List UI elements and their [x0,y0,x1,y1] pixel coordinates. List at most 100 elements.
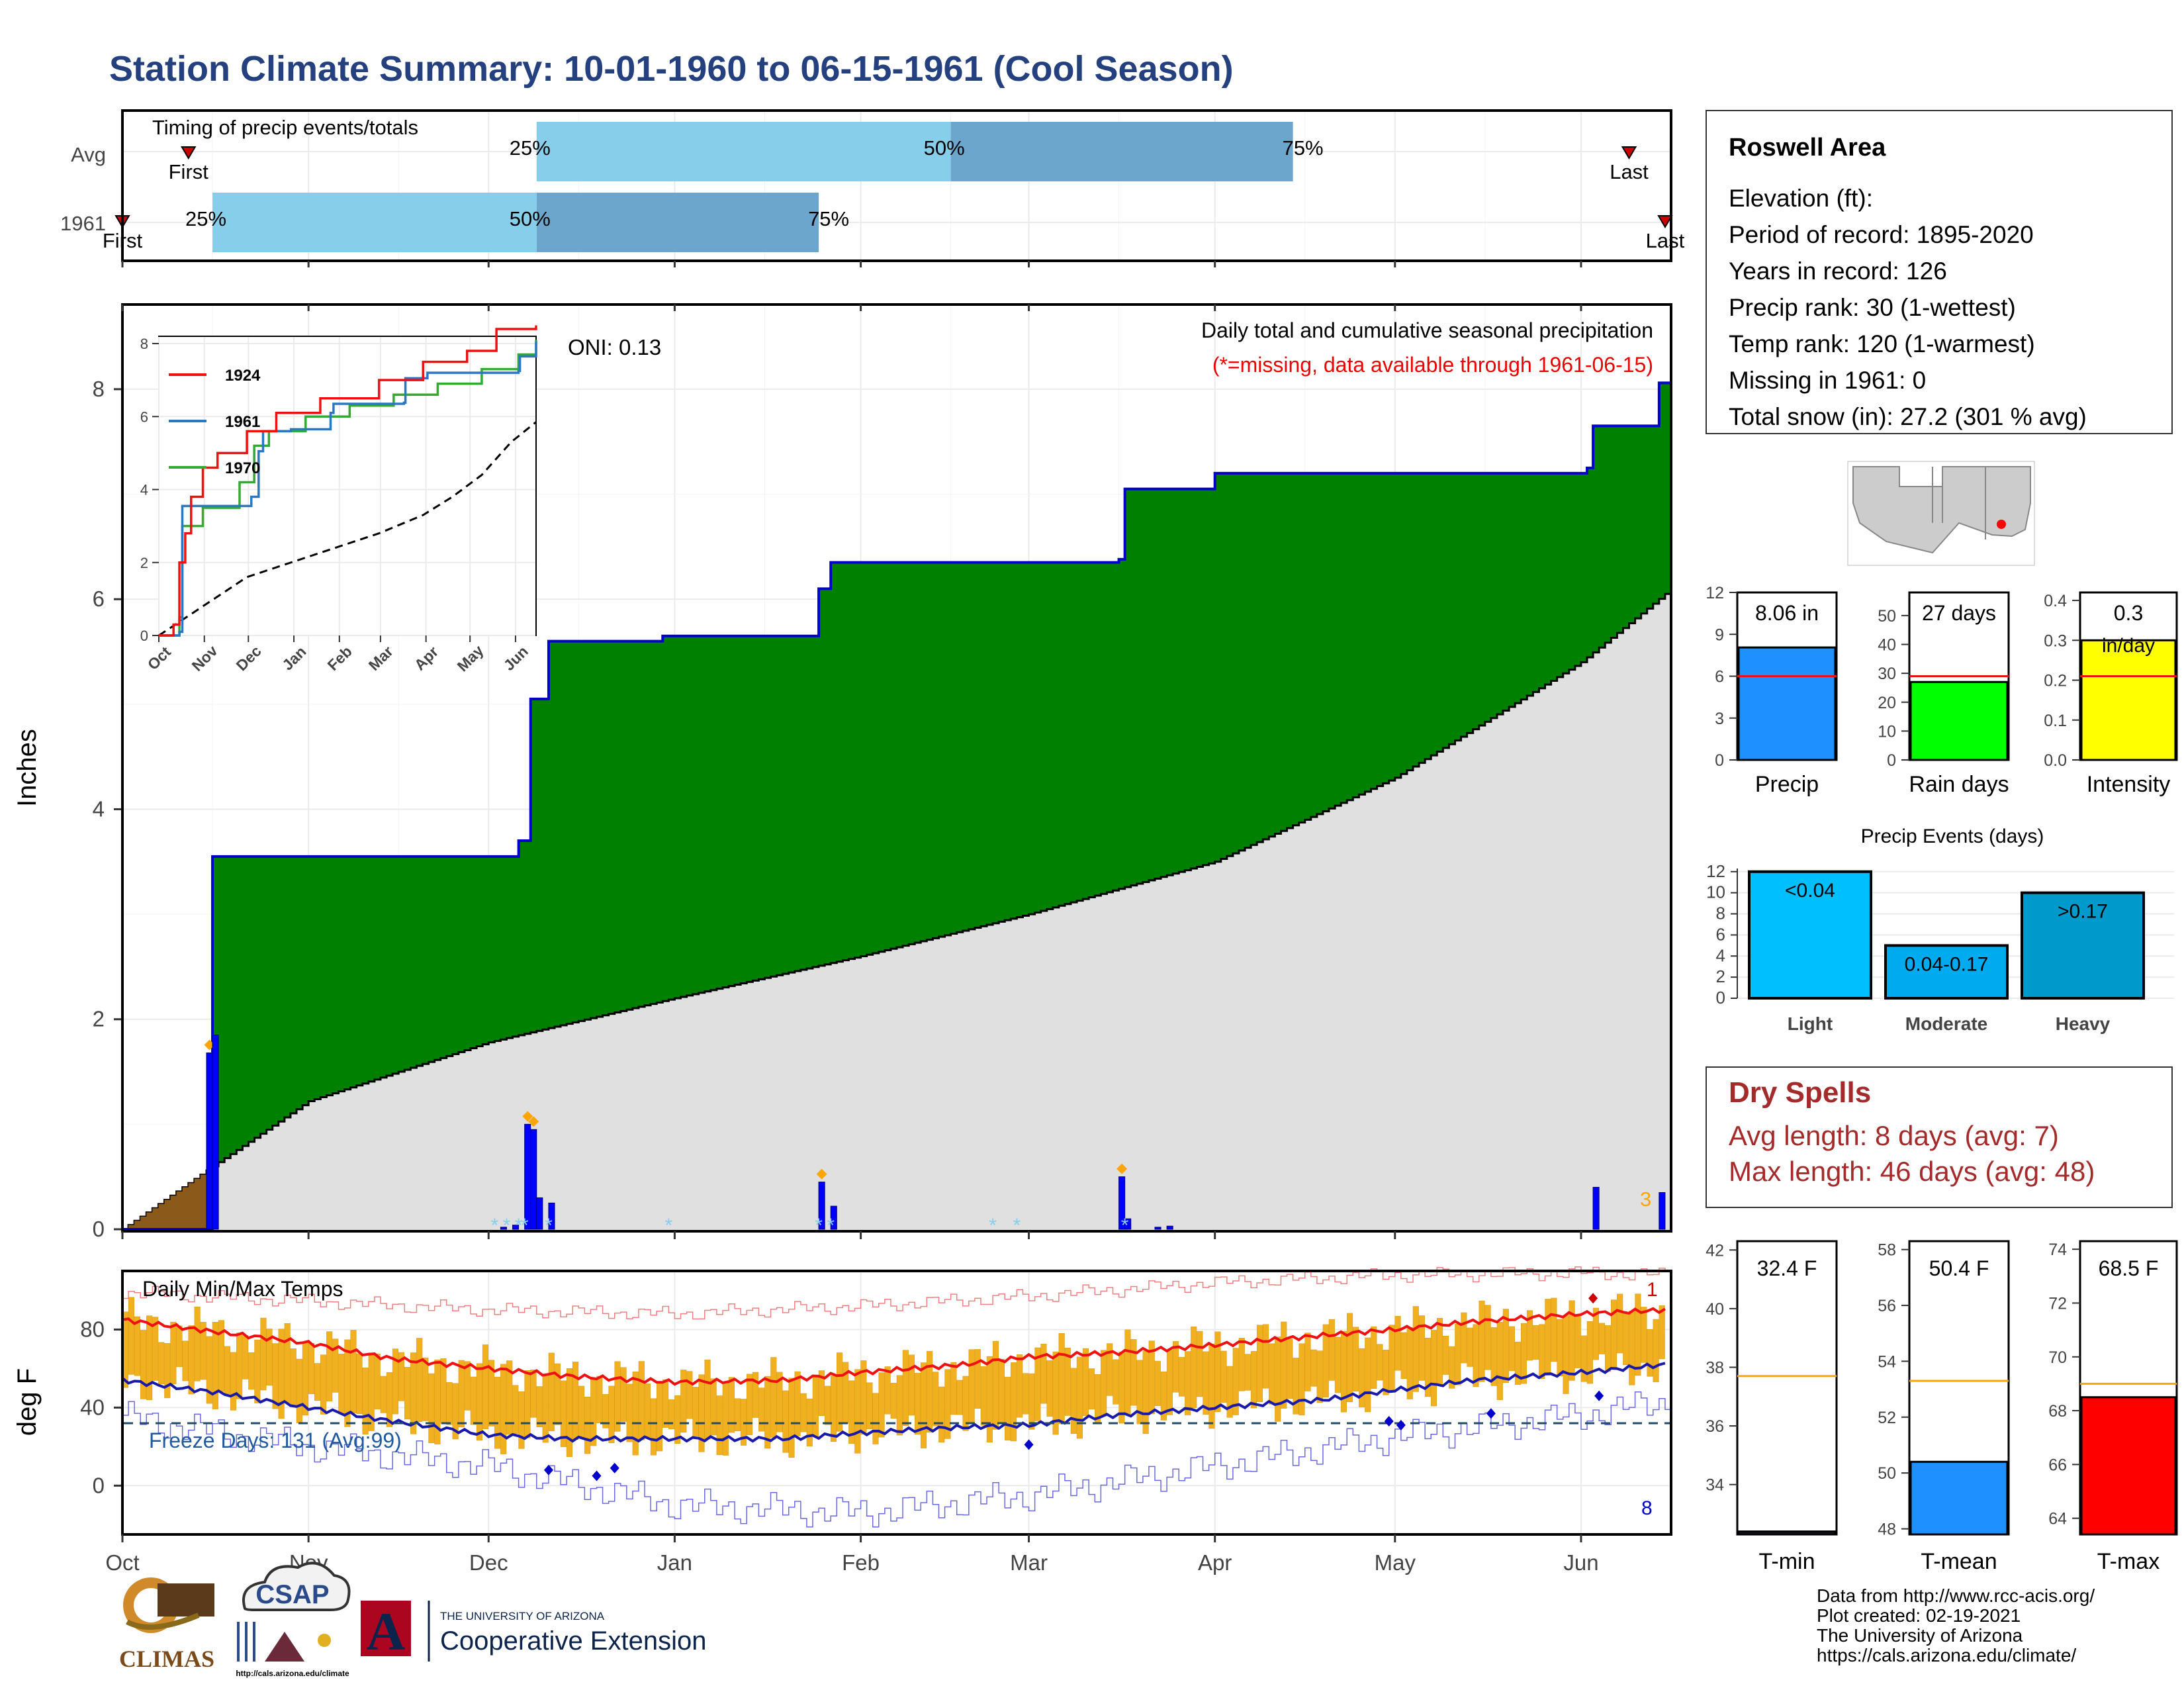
daily-temp-range-bar [1574,1316,1581,1368]
daily-temp-range-bar [1185,1351,1191,1415]
daily-temp-range-bar [866,1382,873,1429]
daily-temp-range-bar [620,1367,627,1422]
daily-temp-range-bar [968,1349,975,1423]
record-high-trace [122,1266,1671,1320]
summary-value: 0.3 [2114,601,2143,625]
daily-temp-range-bar [1160,1372,1167,1421]
daily-temp-range-bar [326,1331,333,1401]
daily-temp-range-bar [134,1316,141,1376]
daily-temp-range-bar [812,1375,819,1437]
timing-bar-q2 [950,122,1293,181]
daily-temp-range-bar [1028,1373,1035,1430]
daily-temp-range-bar [590,1378,597,1446]
daily-temp-range-bar [188,1325,195,1395]
daily-temp-range-bar [1172,1341,1179,1393]
inset-average-line [158,421,537,637]
daily-temp-range-bar [788,1378,795,1458]
temp-summary-charts: 32.4 F 34 36 38 40 42 T-min 50.4 F 48 50 52 54 56 58 T… [1706,1240,2178,1574]
daily-temp-range-bar [1340,1331,1347,1413]
inset-y-tick: 0 [140,628,148,644]
daily-temp-range-bar [1166,1350,1173,1415]
daily-temp-range-bar [980,1366,987,1426]
temp-y-tick: 66 [2048,1456,2067,1474]
daily-precip-bar [818,1182,825,1230]
timing-bar-q1 [212,193,537,252]
daily-temp-range-bar [1113,1359,1119,1405]
temp-summary-value: 32.4 F [1757,1256,1817,1280]
events-bar-0 [1748,870,1872,1000]
temp-count-high: 1 [1647,1279,1658,1301]
daily-temp-range-bar [464,1361,471,1411]
timing-label-50: 50% [510,207,551,230]
timing-label-25: 25% [185,207,226,230]
daily-temp-range-bar [152,1317,159,1381]
temp-y-tick: 70 [2048,1348,2067,1367]
inset-legend-label: 1924 [225,367,261,385]
daily-temp-range-bar [644,1383,651,1438]
daily-temp-range-bar [662,1379,669,1428]
daily-temp-range-bar [1017,1354,1023,1418]
timing-label-50: 50% [924,136,965,160]
daily-temp-range-bar [1154,1360,1161,1406]
summary-y-tick: 6 [1715,668,1724,686]
daily-temp-range-bar [1304,1333,1311,1391]
daily-temp-range-bar [1328,1319,1335,1381]
daily-temp-range-bar [494,1376,501,1449]
daily-temp-range-bar [728,1377,735,1433]
daily-temp-range-bar [1070,1368,1077,1434]
precip-y-axis-label: Inches [13,729,42,807]
temp-y-tick: 74 [2048,1241,2067,1259]
daily-temp-range-bar [374,1353,381,1410]
location-map [1847,461,2035,566]
normal-precip-line [122,592,1671,1231]
daily-temp-range-bar [1244,1354,1251,1391]
daily-temp-range-bar [1148,1340,1155,1415]
daily-temp-range-bar [1040,1344,1047,1404]
month-label: Mar [1010,1550,1048,1575]
daily-temp-range-bar [284,1323,291,1403]
record-low-marker [592,1470,602,1481]
station-info-line: Temp rank: 120 (1-warmest) [1729,330,2035,357]
daily-temp-range-bar [1473,1324,1479,1387]
events-bar-2 [2021,891,2145,1000]
daily-temp-range-bar [596,1376,603,1423]
daily-temp-range-bar [1580,1335,1587,1382]
daily-temp-range-bar [170,1321,177,1384]
daily-temp-range-bar [1604,1325,1612,1372]
daily-temp-range-bar [428,1373,435,1444]
record-low-trace [122,1391,1671,1528]
timing-bar-q2 [536,193,819,252]
daily-temp-range-bar [536,1386,543,1428]
temp-summary-label: T-mean [1921,1549,1997,1574]
summary-y-tick: 20 [1878,694,1896,712]
daily-temp-range-bar [908,1354,915,1416]
page-title: Station Climate Summary: 10-01-1960 to 0… [109,49,1234,89]
daily-temp-range-bar [680,1370,687,1432]
daily-temp-range-bar [272,1343,279,1409]
station-info-box: Roswell Area Elevation (ft): Period of re… [1706,110,2173,434]
daily-temp-range-bar [1449,1346,1455,1389]
daily-temp-range-bar [1322,1324,1329,1398]
daily-precip-bar [548,1202,555,1230]
month-label: Oct [105,1550,139,1575]
avg-min-temp-line [121,1362,1666,1443]
daily-temp-range-bar [1136,1360,1143,1425]
daily-temp-range-bar [1179,1356,1185,1397]
inset-line-1961 [159,341,537,637]
trace-marker: * [815,1215,823,1237]
inset-line-1970 [159,340,537,637]
temp-y-tick: 0 [93,1473,105,1497]
events-y-tick: 12 [1706,861,1725,881]
daily-temp-range-bar [1298,1343,1305,1416]
inset-legend-label: 1961 [225,413,260,431]
daily-temp-range-bar [1316,1350,1323,1403]
temp-y-tick: 68 [2048,1402,2067,1421]
temp-y-tick: 42 [1706,1241,1724,1260]
daily-temp-range-bar [524,1370,531,1438]
daily-temp-range-bar [434,1359,441,1444]
daily-temp-range-bar [956,1380,963,1415]
daily-temp-range-bar [950,1362,957,1415]
inset-legend-label: 1970 [225,459,260,477]
inset-y-tick: 8 [140,336,148,352]
normal-precip-area [122,594,1671,1229]
